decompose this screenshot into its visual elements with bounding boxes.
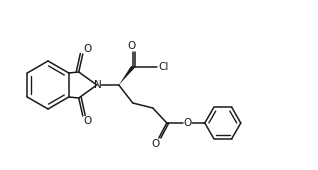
Text: Cl: Cl [159,62,169,72]
Text: O: O [128,41,136,51]
Text: O: O [184,118,192,128]
Text: O: O [84,44,92,54]
Text: O: O [84,116,92,126]
Text: N: N [94,80,102,90]
Text: O: O [152,139,160,149]
Polygon shape [119,66,135,85]
